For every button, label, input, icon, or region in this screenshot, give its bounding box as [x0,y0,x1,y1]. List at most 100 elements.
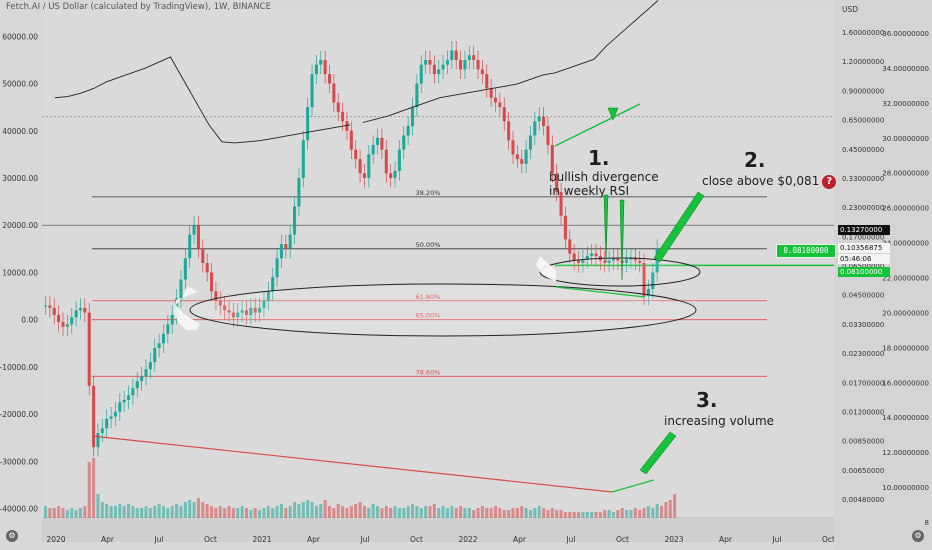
price-tag-label: 0.13270000 [840,226,882,234]
candle-body [240,310,244,313]
candle-body [210,272,214,292]
x-axis-tick: Apr [719,535,733,544]
candle-body [113,411,117,417]
candle-body [57,314,61,323]
candle-body [341,111,345,122]
volume-bar [284,508,288,518]
candle-body [568,239,572,254]
candle-body [493,97,498,103]
volume-bar [113,506,117,518]
candle-body [100,428,104,433]
candle-body [253,307,257,313]
candle-body [358,159,362,174]
rsi-axis-tick: 30.00000000 [882,135,929,143]
volume-bar [323,500,327,518]
candle-body [196,225,200,249]
candle-body [520,159,524,164]
volume-bar [161,506,166,518]
volume-bar [467,508,471,518]
rsi-axis-tick: 20.00000000 [882,309,929,317]
volume-rise-line [611,479,655,493]
volume-bar [660,506,664,518]
price-axis-unit: USD [842,5,858,14]
volume-bar [502,510,506,518]
volume-bar [349,506,353,518]
price-tag-bg [838,267,890,277]
candle-body [603,260,607,263]
level-0081-box[interactable]: 0.08100000 [776,244,836,258]
volume-bar [210,506,214,518]
time-settings-icon[interactable]: ⚙ [6,530,18,542]
candle-body [638,260,642,263]
arrow-1-down-icon [603,194,609,263]
fib-label: 38.20% [416,189,441,197]
volume-bar [376,506,380,518]
candle-body [528,135,532,150]
candle-body [170,314,174,325]
price-tag-bg [838,254,890,264]
volume-bar [419,508,423,518]
volume-bar [638,510,642,518]
support-ellipse [189,283,697,337]
price-axis-tick: 1.60000000 [842,29,884,37]
candle-body [231,312,235,318]
volume-bar [410,504,415,518]
price-tag-label: 0.08100000 [840,268,882,276]
volume-bar [74,510,78,518]
candle-body [507,121,511,141]
candle-body [83,307,87,313]
price-tag-bg [838,243,890,253]
candle-body [354,149,358,160]
left-axis-tick: 0.00 [21,316,38,325]
volume-bar [135,508,139,518]
candle-body [467,55,471,60]
candle-body [515,154,519,160]
candle-body [511,140,515,155]
scale-settings-icon[interactable]: ⚙ [912,530,924,542]
price-axis-tick: 0.03300000 [842,321,884,329]
annotation-2-number: 2. [744,148,766,172]
volume-bar [118,504,122,518]
candle-body [616,258,620,261]
candle-body [131,388,135,396]
candle-body [227,310,231,313]
volume-bar [402,508,406,518]
candle-body [424,59,428,65]
volume-bar [78,508,83,518]
candle-body [192,225,196,235]
candle-body [183,258,187,280]
volume-bar [253,508,257,518]
volume-bar [642,508,646,518]
candle-body [249,307,253,315]
left-axis-tick: 60000.00 [2,32,38,41]
volume-bar [345,508,349,518]
price-lows-line [555,286,646,298]
candle-body [188,234,192,259]
candle-body [262,300,266,308]
volume-bar [673,494,677,518]
question-mark-icon: ? [822,174,837,189]
rsi-axis-tick: 32.00000000 [882,100,929,108]
volume-bar [389,508,393,518]
candle-body [135,381,139,389]
volume-bar [52,508,56,518]
x-axis-tick: Jul [771,535,781,544]
price-axis-tick: 0.00480000 [842,496,884,504]
candle-body [323,59,327,75]
volume-bar [57,506,61,518]
volume-bar [201,502,205,518]
volume-bar [188,500,192,518]
volume-bar [498,508,502,518]
volume-bar [157,504,161,518]
candle-body [376,137,380,145]
x-axis-tick: 2023 [664,535,683,544]
volume-bar [555,510,559,518]
price-tag-bg [838,225,890,235]
chart-title: Fetch.AI / US Dollar (calculated by Trad… [6,2,271,12]
candle-body [581,259,585,263]
volume-bar [550,508,554,518]
volume-bar [314,506,318,518]
candle-body [271,277,275,292]
volume-bar [633,508,637,518]
